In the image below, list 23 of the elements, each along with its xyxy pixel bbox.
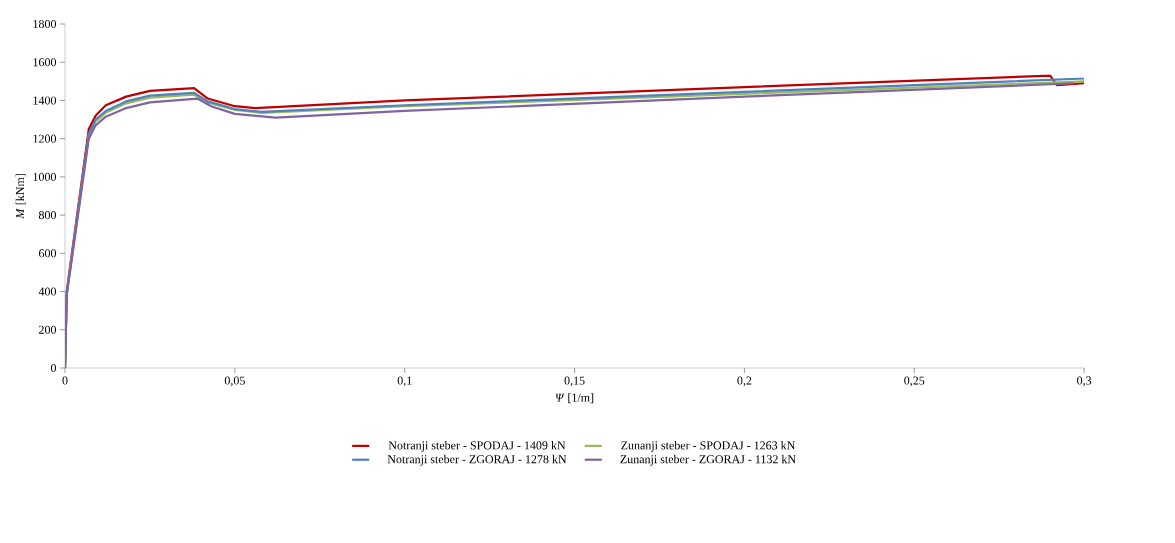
x-tick-label: 0,15 bbox=[564, 376, 585, 387]
y-tick-label: 1600 bbox=[33, 58, 57, 67]
legend-label: Notranji steber - ZGORAJ - 1278 kN bbox=[387, 454, 567, 466]
y-tick-label: 1200 bbox=[33, 134, 57, 143]
y-tick-label: 200 bbox=[39, 325, 57, 334]
y-tick-label: 600 bbox=[39, 249, 57, 258]
y-tick-label: 400 bbox=[38, 287, 57, 296]
y-tick-label: 800 bbox=[38, 211, 57, 220]
y-tick-label: 0 bbox=[50, 363, 57, 373]
legend-label: Notranji steber - SPODAJ - 1409 kN bbox=[388, 440, 566, 452]
y-axis-title: M [kNm] bbox=[15, 174, 26, 219]
x-tick-label: 0,3 bbox=[1077, 376, 1092, 387]
y-tick-label: 1000 bbox=[33, 172, 57, 181]
x-tick-label: 0,05 bbox=[224, 376, 245, 387]
x-tick-label: 0,2 bbox=[737, 376, 752, 387]
x-axis-title: Ψ [1/m] bbox=[555, 393, 594, 404]
legend-label: Zunanji steber - ZGORAJ - 1132 kN bbox=[620, 454, 796, 466]
x-tick-label: 0 bbox=[62, 376, 68, 385]
x-tick-label: 0,25 bbox=[904, 376, 925, 387]
y-tick-label: 1400 bbox=[33, 96, 57, 105]
legend-label: Zunanji steber - SPODAJ - 1263 kN bbox=[621, 440, 796, 452]
x-tick-label: 0,1 bbox=[397, 376, 412, 387]
y-tick-label: 1800 bbox=[33, 19, 57, 29]
